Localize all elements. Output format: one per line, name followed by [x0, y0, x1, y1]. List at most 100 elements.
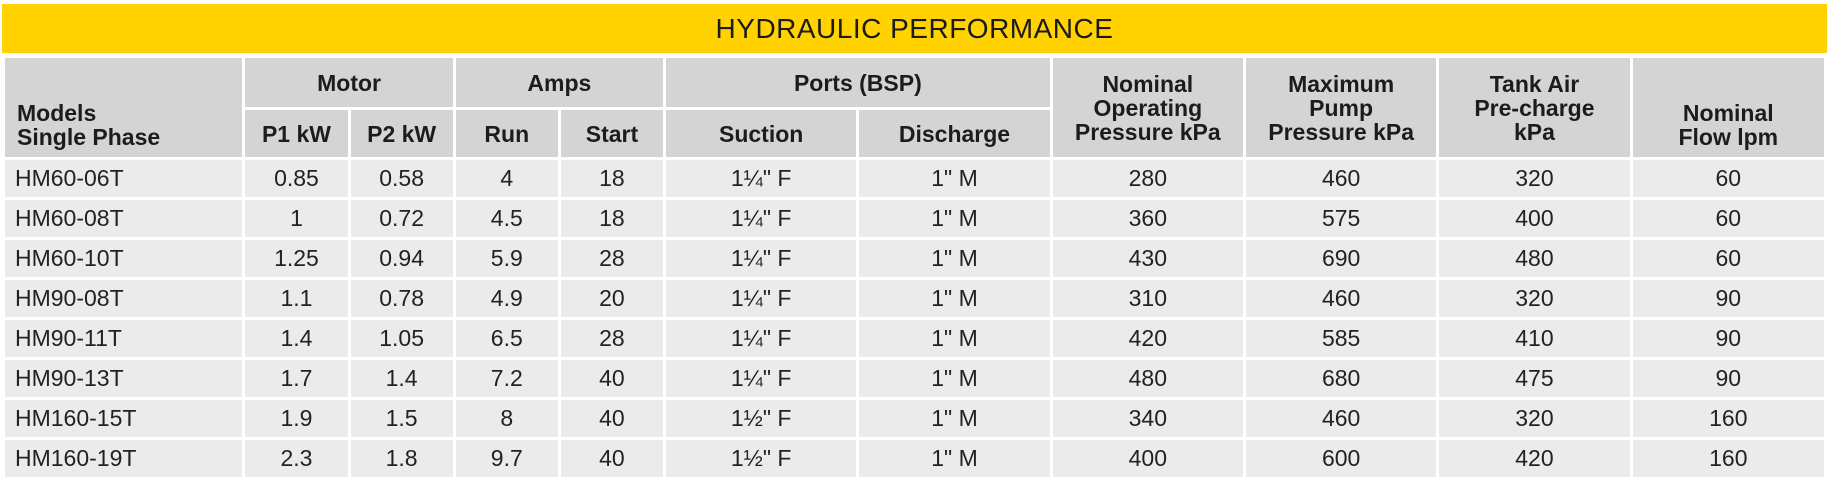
cell-p2-kw: 1.4 [350, 360, 453, 397]
cell-discharge: 1" M [859, 360, 1050, 397]
cell-discharge: 1" M [859, 160, 1050, 197]
cell-suction: 1¼" F [666, 160, 857, 197]
cell-model: HM90-08T [5, 280, 243, 317]
header-p1-kw: P1 kW [245, 110, 348, 157]
header-tank-air-precharge-line1: Tank Air [1489, 70, 1580, 97]
cell-p1-kw: 2.3 [245, 440, 348, 477]
cell-tank-precharge: 320 [1439, 160, 1630, 197]
cell-p1-kw: 1.25 [245, 240, 348, 277]
cell-run-amps: 5.9 [455, 240, 558, 277]
cell-suction: 1¼" F [666, 320, 857, 357]
hydraulic-performance-table: Models Single Phase Motor Amps Ports (BS… [2, 55, 1827, 480]
cell-run-amps: 8 [455, 400, 558, 437]
cell-model: HM90-11T [5, 320, 243, 357]
table-title: HYDRAULIC PERFORMANCE [2, 4, 1827, 53]
cell-max-pressure: 460 [1245, 160, 1437, 197]
header-models: Models Single Phase [5, 58, 243, 157]
cell-discharge: 1" M [859, 200, 1050, 237]
cell-operating-pressure: 420 [1052, 320, 1243, 357]
header-run: Run [455, 110, 558, 157]
cell-start-amps: 18 [560, 160, 664, 197]
cell-max-pressure: 680 [1245, 360, 1437, 397]
cell-max-pressure: 690 [1245, 240, 1437, 277]
header-p2-kw: P2 kW [350, 110, 453, 157]
header-ports: Ports (BSP) [666, 58, 1050, 107]
header-row-sub: P1 kW P2 kW Run Start Suction Discharge [5, 110, 1824, 157]
cell-max-pressure: 575 [1245, 200, 1437, 237]
cell-start-amps: 18 [560, 200, 664, 237]
cell-tank-precharge: 410 [1439, 320, 1630, 357]
cell-operating-pressure: 400 [1052, 440, 1243, 477]
cell-run-amps: 7.2 [455, 360, 558, 397]
header-models-line2: Single Phase [17, 124, 161, 150]
header-discharge: Discharge [859, 110, 1050, 157]
cell-p2-kw: 1.05 [350, 320, 453, 357]
cell-p2-kw: 1.5 [350, 400, 453, 437]
header-nominal-operating-pressure-line1: Nominal [1102, 70, 1194, 97]
header-motor: Motor [245, 58, 453, 107]
cell-operating-pressure: 480 [1052, 360, 1243, 397]
cell-p1-kw: 1.7 [245, 360, 348, 397]
header-nominal-operating-pressure: Nominal Operating Pressure kPa [1052, 58, 1243, 157]
cell-nominal-flow: 60 [1632, 200, 1824, 237]
table-row: HM90-13T 1.7 1.4 7.2 40 1¼" F 1" M 480 6… [5, 360, 1824, 397]
cell-p1-kw: 1.9 [245, 400, 348, 437]
cell-max-pressure: 460 [1245, 400, 1437, 437]
cell-start-amps: 40 [560, 440, 664, 477]
cell-max-pressure: 460 [1245, 280, 1437, 317]
cell-suction: 1¼" F [666, 240, 857, 277]
cell-suction: 1¼" F [666, 200, 857, 237]
cell-max-pressure: 600 [1245, 440, 1437, 477]
cell-discharge: 1" M [859, 280, 1050, 317]
header-start: Start [560, 110, 664, 157]
table-row: HM60-08T 1 0.72 4.5 18 1¼" F 1" M 360 57… [5, 200, 1824, 237]
cell-model: HM60-06T [5, 160, 243, 197]
header-tank-air-precharge-line2: Pre-charge [1474, 94, 1595, 121]
cell-p2-kw: 0.78 [350, 280, 453, 317]
header-nominal-flow-line1: Nominal [1682, 100, 1774, 126]
cell-suction: 1½" F [666, 400, 857, 437]
header-models-line1: Models [17, 100, 97, 126]
cell-model: HM60-10T [5, 240, 243, 277]
cell-p2-kw: 0.94 [350, 240, 453, 277]
cell-p1-kw: 1.4 [245, 320, 348, 357]
header-amps: Amps [455, 58, 664, 107]
cell-start-amps: 28 [560, 240, 664, 277]
cell-run-amps: 4 [455, 160, 558, 197]
cell-tank-precharge: 480 [1439, 240, 1630, 277]
table-row: HM60-06T 0.85 0.58 4 18 1¼" F 1" M 280 4… [5, 160, 1824, 197]
cell-p1-kw: 0.85 [245, 160, 348, 197]
cell-start-amps: 20 [560, 280, 664, 317]
cell-p1-kw: 1 [245, 200, 348, 237]
cell-model: HM90-13T [5, 360, 243, 397]
header-nominal-flow-line2: Flow lpm [1678, 124, 1779, 150]
cell-discharge: 1" M [859, 440, 1050, 477]
cell-nominal-flow: 90 [1632, 280, 1824, 317]
cell-nominal-flow: 90 [1632, 360, 1824, 397]
table-row: HM160-19T 2.3 1.8 9.7 40 1½" F 1" M 400 … [5, 440, 1824, 477]
cell-operating-pressure: 310 [1052, 280, 1243, 317]
cell-discharge: 1" M [859, 240, 1050, 277]
cell-nominal-flow: 160 [1632, 440, 1824, 477]
table-row: HM60-10T 1.25 0.94 5.9 28 1¼" F 1" M 430… [5, 240, 1824, 277]
cell-discharge: 1" M [859, 400, 1050, 437]
cell-nominal-flow: 60 [1632, 240, 1824, 277]
cell-tank-precharge: 420 [1439, 440, 1630, 477]
header-nominal-operating-pressure-line2: Operating [1093, 94, 1203, 121]
cell-tank-precharge: 320 [1439, 280, 1630, 317]
header-tank-air-precharge-line3: kPa [1513, 118, 1555, 145]
header-maximum-pump-pressure-line1: Maximum [1288, 70, 1395, 97]
cell-max-pressure: 585 [1245, 320, 1437, 357]
header-nominal-flow: Nominal Flow lpm [1632, 58, 1824, 157]
cell-start-amps: 40 [560, 400, 664, 437]
table-row: HM160-15T 1.9 1.5 8 40 1½" F 1" M 340 46… [5, 400, 1824, 437]
cell-operating-pressure: 360 [1052, 200, 1243, 237]
cell-nominal-flow: 90 [1632, 320, 1824, 357]
header-nominal-operating-pressure-line3: Pressure kPa [1074, 118, 1221, 145]
header-row-top: Models Single Phase Motor Amps Ports (BS… [5, 58, 1824, 157]
cell-run-amps: 6.5 [455, 320, 558, 357]
cell-tank-precharge: 320 [1439, 400, 1630, 437]
cell-nominal-flow: 60 [1632, 160, 1824, 197]
cell-suction: 1¼" F [666, 360, 857, 397]
